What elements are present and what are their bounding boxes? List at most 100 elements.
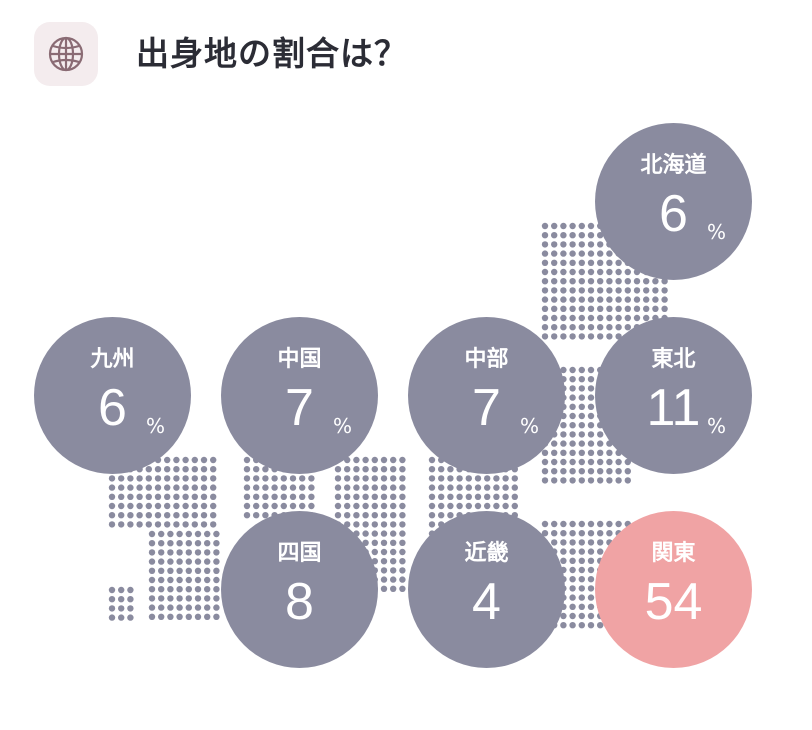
map-dot bbox=[210, 512, 217, 519]
map-dot bbox=[127, 596, 134, 603]
map-dot bbox=[587, 603, 595, 610]
map-dot bbox=[154, 493, 162, 500]
map-dot bbox=[484, 502, 491, 510]
map-dot bbox=[210, 456, 217, 464]
map-dot bbox=[587, 539, 595, 546]
region-value: 6 bbox=[98, 379, 127, 437]
map-dot bbox=[353, 484, 360, 491]
map-dot bbox=[606, 333, 613, 340]
map-dot bbox=[624, 268, 631, 276]
map-dot bbox=[136, 493, 143, 500]
map-dot bbox=[173, 502, 180, 510]
map-dot bbox=[551, 287, 558, 294]
map-dot bbox=[204, 549, 211, 556]
map-dot bbox=[145, 475, 152, 482]
map-dot bbox=[502, 475, 509, 482]
region-kyushu: 九州 6 % bbox=[34, 317, 191, 474]
region-value: 7 bbox=[472, 379, 501, 437]
map-dot bbox=[643, 314, 650, 322]
map-dot bbox=[380, 502, 388, 510]
map-dot bbox=[167, 549, 174, 556]
map-dot bbox=[541, 477, 549, 484]
map-dot bbox=[390, 567, 397, 574]
map-dot bbox=[380, 456, 388, 464]
map-dot bbox=[615, 520, 622, 528]
map-dot bbox=[624, 324, 631, 331]
page-title: 出身地の割合は？ bbox=[136, 34, 408, 73]
map-dot bbox=[176, 595, 183, 602]
map-dot bbox=[213, 567, 220, 574]
map-dot bbox=[587, 278, 595, 285]
map-dot bbox=[661, 296, 668, 303]
map-dot bbox=[560, 314, 567, 322]
map-dot bbox=[569, 477, 576, 484]
map-dot bbox=[176, 558, 183, 565]
map-dot bbox=[200, 475, 208, 482]
map-dot bbox=[390, 493, 397, 500]
map-dot bbox=[551, 305, 558, 312]
map-dot bbox=[399, 585, 406, 592]
map-dot bbox=[213, 586, 220, 593]
map-dot bbox=[587, 296, 595, 303]
map-dot bbox=[569, 394, 576, 401]
map-dot bbox=[185, 549, 192, 556]
map-dot bbox=[164, 475, 171, 482]
map-dot bbox=[399, 558, 406, 565]
map-dot bbox=[569, 612, 576, 620]
map-dot bbox=[541, 305, 549, 312]
map-dot bbox=[541, 259, 549, 266]
map-dot bbox=[118, 512, 125, 519]
map-dot bbox=[578, 366, 585, 374]
map-dot bbox=[541, 314, 549, 322]
map-dot bbox=[380, 576, 388, 583]
map-dot bbox=[624, 477, 631, 484]
map-dot bbox=[243, 475, 251, 482]
map-dot bbox=[541, 287, 549, 294]
map-dot bbox=[108, 605, 116, 612]
map-dot bbox=[560, 612, 567, 620]
map-dot bbox=[371, 484, 378, 491]
map-dot bbox=[108, 521, 116, 528]
map-dot bbox=[204, 586, 211, 593]
map-dot bbox=[167, 604, 174, 611]
map-dot bbox=[615, 268, 622, 276]
map-dot bbox=[569, 412, 576, 420]
map-dot bbox=[380, 567, 388, 574]
map-dot bbox=[145, 502, 152, 510]
map-dot bbox=[213, 540, 220, 547]
map-dot bbox=[551, 296, 558, 303]
map-dot bbox=[108, 502, 116, 510]
map-dot bbox=[173, 512, 180, 519]
map-dot bbox=[191, 456, 198, 464]
map-dot bbox=[597, 241, 604, 248]
map-dot bbox=[380, 475, 388, 482]
map-dot bbox=[438, 493, 445, 500]
map-dot bbox=[560, 232, 567, 239]
map-dot bbox=[578, 324, 585, 331]
region-kinki: 近畿 4 bbox=[408, 511, 565, 668]
map-dot bbox=[371, 502, 378, 510]
map-dot bbox=[569, 305, 576, 312]
map-dot bbox=[154, 475, 162, 482]
map-dot bbox=[560, 259, 567, 266]
map-dot bbox=[158, 549, 165, 556]
map-dot bbox=[541, 250, 549, 257]
map-dot bbox=[164, 466, 171, 473]
map-dot bbox=[428, 484, 436, 491]
map-dot bbox=[158, 540, 165, 547]
map-dot bbox=[551, 539, 558, 546]
map-dot bbox=[194, 540, 202, 547]
map-dot bbox=[465, 493, 472, 500]
map-dot bbox=[484, 493, 491, 500]
map-dot bbox=[182, 512, 189, 519]
map-dot bbox=[551, 250, 558, 257]
map-dot bbox=[569, 557, 576, 564]
map-dot bbox=[362, 493, 369, 500]
map-dot bbox=[136, 475, 143, 482]
map-dot bbox=[194, 586, 202, 593]
map-dot bbox=[578, 250, 585, 257]
map-dot bbox=[371, 493, 378, 500]
map-dot bbox=[541, 520, 549, 528]
map-dot bbox=[502, 493, 509, 500]
map-dot bbox=[176, 604, 183, 611]
